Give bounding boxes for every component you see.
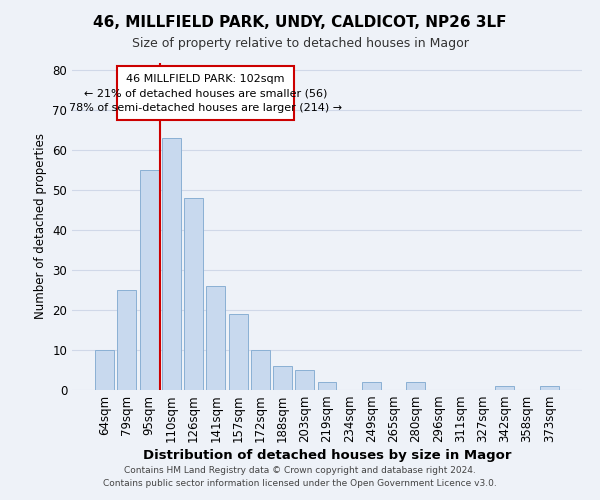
Bar (406, 382, 425, 390)
Bar (229, 314, 248, 390)
Bar (540, 386, 559, 390)
Bar (162, 138, 181, 390)
Bar (295, 370, 314, 390)
Bar (206, 286, 225, 390)
Text: Contains HM Land Registry data © Crown copyright and database right 2024.
Contai: Contains HM Land Registry data © Crown c… (103, 466, 497, 487)
Bar (317, 382, 337, 390)
Text: 46 MILLFIELD PARK: 102sqm
← 21% of detached houses are smaller (56)
78% of semi-: 46 MILLFIELD PARK: 102sqm ← 21% of detac… (68, 74, 342, 114)
Bar (118, 290, 136, 390)
FancyBboxPatch shape (117, 66, 293, 120)
Bar (184, 198, 203, 390)
Bar (496, 386, 514, 390)
Bar (251, 350, 270, 390)
Bar (362, 382, 381, 390)
X-axis label: Distribution of detached houses by size in Magor: Distribution of detached houses by size … (143, 450, 511, 462)
Text: Size of property relative to detached houses in Magor: Size of property relative to detached ho… (131, 38, 469, 51)
Bar (140, 170, 158, 390)
Bar (95, 350, 114, 390)
Y-axis label: Number of detached properties: Number of detached properties (34, 133, 47, 320)
Text: 46, MILLFIELD PARK, UNDY, CALDICOT, NP26 3LF: 46, MILLFIELD PARK, UNDY, CALDICOT, NP26… (93, 15, 507, 30)
Bar (273, 366, 292, 390)
